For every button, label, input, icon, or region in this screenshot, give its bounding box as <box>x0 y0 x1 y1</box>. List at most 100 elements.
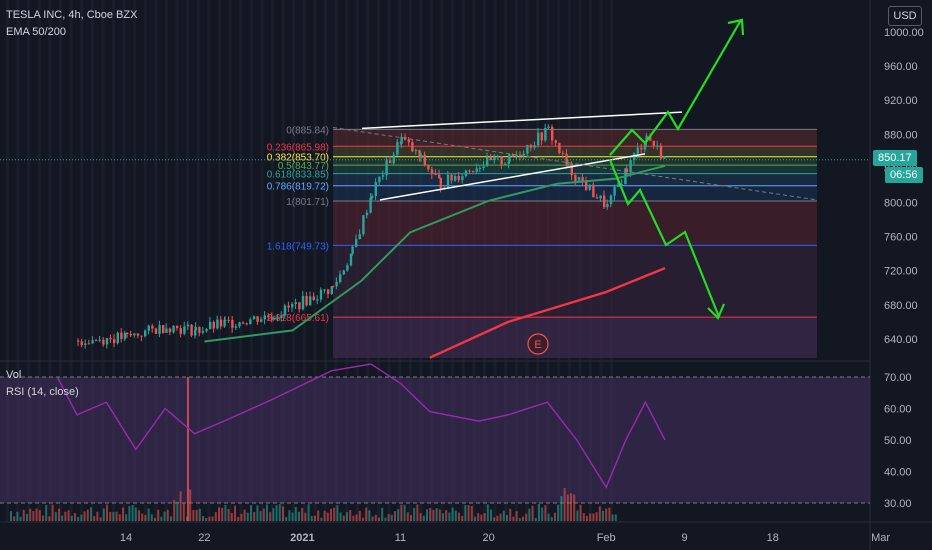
volume-bar <box>435 508 438 521</box>
candle-body <box>95 340 98 342</box>
volume-legend[interactable]: Vol <box>6 369 22 381</box>
volume-bar <box>83 511 86 521</box>
volume-bar <box>595 512 598 521</box>
volume-bar <box>221 507 224 521</box>
candle-body <box>468 170 471 172</box>
upper-trendline <box>361 111 683 130</box>
bearish-projection-arrow <box>608 159 721 318</box>
volume-bar <box>160 516 163 521</box>
volume-bar <box>326 512 329 521</box>
candle-body <box>496 156 500 158</box>
volume-bar <box>112 511 115 521</box>
fib-zone <box>333 129 817 147</box>
volume-bar <box>352 515 355 521</box>
volume-bar <box>96 511 99 521</box>
volume-bar <box>118 514 121 521</box>
candle-body <box>561 152 565 154</box>
candle-body <box>283 305 287 316</box>
volume-bar <box>506 514 508 521</box>
volume-bar <box>38 510 41 521</box>
candle-body <box>176 325 179 328</box>
candle-body <box>418 150 421 158</box>
volume-bar <box>278 504 281 521</box>
currency-button[interactable]: USD <box>888 6 922 26</box>
candle-body <box>603 195 606 208</box>
session-stripe <box>281 0 285 522</box>
volume-bar <box>48 516 51 521</box>
candle-body <box>123 332 127 339</box>
volume-bar <box>400 504 403 521</box>
volume-bar <box>397 509 400 521</box>
fib-zone <box>333 317 817 358</box>
volume-bar <box>237 517 240 521</box>
candle-body <box>396 141 399 155</box>
volume-bar <box>525 513 528 521</box>
session-stripe <box>196 0 200 522</box>
volume-bar <box>35 508 38 521</box>
volume-bar <box>509 508 512 521</box>
last-price-tag: 850.17 <box>873 150 917 166</box>
volume-bar <box>563 488 566 521</box>
volume-bar <box>490 509 492 521</box>
candle-body <box>457 176 460 181</box>
time-tick-label: Mar <box>871 532 890 544</box>
volume-bar <box>317 510 320 521</box>
volume-bar <box>234 505 236 521</box>
candle-body <box>231 319 234 328</box>
candle-body <box>504 163 507 165</box>
candle-body <box>581 177 584 182</box>
candle-body <box>378 176 381 183</box>
volume-bar <box>323 510 326 521</box>
volume-bar <box>138 510 140 521</box>
candle-body <box>411 142 414 152</box>
fib-zone <box>333 245 817 318</box>
volume-bar <box>534 517 537 521</box>
candle-body <box>649 135 652 141</box>
ema-legend[interactable]: EMA 50/200 <box>6 26 66 38</box>
time-tick-label: 11 <box>395 532 406 544</box>
volume-bar <box>614 514 617 521</box>
volume-bar <box>541 507 544 521</box>
time-tick-label: 14 <box>120 532 132 544</box>
candle-body <box>570 163 573 176</box>
candle-body <box>316 299 319 301</box>
session-stripe <box>37 0 41 522</box>
candle-body <box>500 156 503 165</box>
candle-body <box>533 145 536 148</box>
candle-body <box>224 319 227 321</box>
volume-bar <box>566 494 569 521</box>
time-tick-label: Feb <box>597 532 616 544</box>
volume-bar <box>269 512 272 521</box>
bullish-arrowhead <box>727 18 745 36</box>
candle-body <box>461 176 464 181</box>
candle-body <box>227 319 230 321</box>
volume-bar <box>186 516 188 521</box>
volume-bar <box>330 508 332 521</box>
candle-body <box>620 184 623 186</box>
session-stripe <box>207 0 211 522</box>
candle-body <box>162 325 165 333</box>
price-tick-label: 1000.00 <box>884 27 924 39</box>
price-tick-label: 800.00 <box>884 198 918 210</box>
candle-body <box>659 145 663 159</box>
candle-body <box>365 212 369 216</box>
price-tick-label: 720.00 <box>884 266 918 278</box>
candle-body <box>489 157 492 161</box>
volume-bar <box>518 517 521 521</box>
candle-body <box>291 304 294 308</box>
candle-body <box>256 316 259 322</box>
volume-bar <box>64 511 67 521</box>
volume-bar <box>570 493 572 521</box>
rsi-legend[interactable]: RSI (14, close) <box>6 386 79 398</box>
candle-body <box>515 154 518 157</box>
fib-level-label: 2.618(665.61) <box>267 313 329 324</box>
symbol-title[interactable]: TESLA INC, 4h, Cboe BZX <box>6 9 138 21</box>
volume-bar <box>579 504 582 521</box>
ema-200-line <box>429 266 666 359</box>
volume-bar <box>250 505 252 521</box>
volume-bar <box>307 504 310 521</box>
volume-bar <box>493 517 496 521</box>
volume-bar <box>451 507 454 521</box>
candle-body <box>335 282 338 287</box>
